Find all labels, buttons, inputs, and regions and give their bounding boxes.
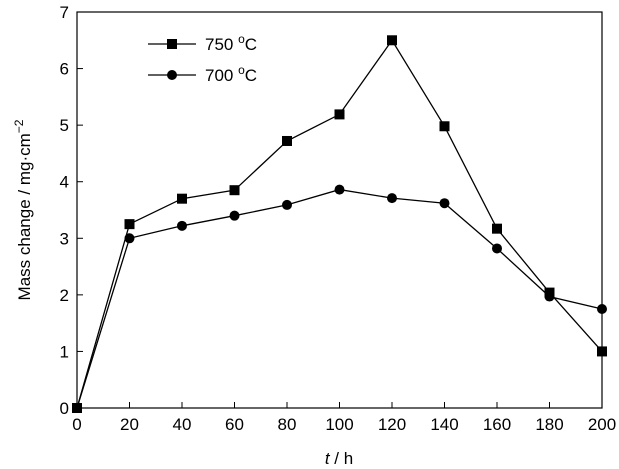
y-tick-label: 6: [60, 60, 69, 79]
data-point: [387, 193, 397, 204]
data-point: [229, 185, 240, 196]
data-point: [229, 210, 240, 221]
series-layer: [72, 35, 607, 413]
y-tick-label: 0: [60, 399, 69, 418]
y-tick-label: 7: [60, 3, 69, 22]
data-point: [177, 220, 187, 231]
legend-marker: [167, 39, 177, 49]
legend-marker: [167, 70, 177, 80]
series-1: [72, 184, 607, 413]
legend-entry-1: 700 oC: [148, 63, 257, 85]
x-tick-label: 100: [325, 415, 353, 434]
x-tick-label: 140: [430, 415, 458, 434]
data-point: [177, 193, 187, 204]
legend-entry-0: 750 oC: [148, 32, 257, 54]
y-tick-label: 2: [60, 286, 69, 305]
x-tick-label: 120: [378, 415, 406, 434]
legend: 750 oC 700 oC: [148, 32, 257, 85]
series-line: [76, 188, 603, 409]
data-point: [387, 35, 397, 46]
x-tick-label: 0: [72, 415, 81, 434]
axis-ticks: 0 20 40 60 80 100 120 140 160 180 200 0 1 2 3 4 5 6 7: [60, 3, 617, 434]
plot-frame: [76, 11, 603, 409]
data-point: [439, 198, 450, 209]
legend-label: 700 oC: [205, 63, 257, 85]
y-tick-label: 1: [60, 342, 69, 361]
x-axis-label: t / h: [325, 449, 353, 468]
x-tick-label: 80: [278, 415, 297, 434]
x-tick-label: 200: [588, 415, 616, 434]
legend-label: 750 oC: [205, 32, 257, 54]
data-point: [597, 304, 607, 314]
series-line: [76, 39, 603, 409]
y-tick-label: 3: [60, 229, 69, 248]
data-point: [282, 199, 292, 210]
x-tick-label: 160: [483, 415, 511, 434]
data-point: [334, 184, 345, 195]
x-tick-label: 180: [535, 415, 563, 434]
data-point: [72, 403, 82, 413]
data-point: [124, 233, 135, 244]
data-point: [544, 291, 555, 302]
data-point: [282, 135, 292, 146]
series-0: [72, 35, 607, 413]
y-tick-label: 5: [60, 116, 69, 135]
x-tick-label: 20: [120, 415, 139, 434]
data-point: [334, 109, 345, 120]
data-point: [597, 346, 607, 357]
data-point: [439, 121, 450, 132]
data-point: [492, 243, 502, 254]
x-tick-label: 40: [173, 415, 192, 434]
data-point: [492, 223, 502, 234]
y-tick-label: 4: [60, 173, 69, 192]
x-tick-label: 60: [225, 415, 244, 434]
data-point: [124, 219, 135, 230]
y-axis-label: Mass change / mg·cm−2: [12, 119, 34, 300]
